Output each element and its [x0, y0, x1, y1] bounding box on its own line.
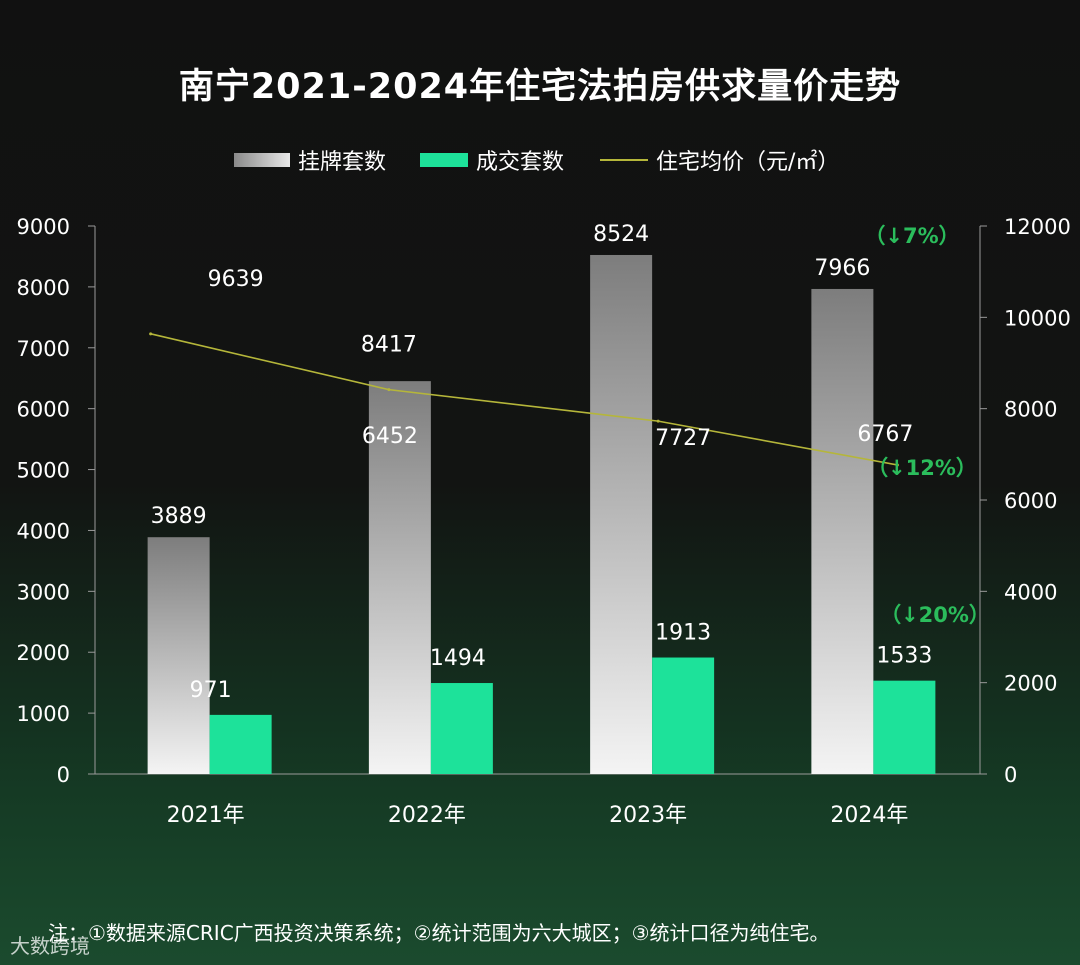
data-label-listed: 7966 — [814, 256, 870, 281]
legend-label-listed: 挂牌套数 — [298, 150, 387, 175]
watermark: 大数跨境 — [10, 934, 90, 958]
bar-deals — [209, 714, 272, 774]
bar-deals — [873, 680, 936, 774]
legend-swatch-listed — [234, 153, 290, 167]
bar-listed — [811, 288, 874, 774]
data-label-deals: 1913 — [655, 621, 711, 646]
data-label-deals: 971 — [190, 678, 232, 703]
series-line-price — [150, 333, 898, 466]
data-label-listed: 8524 — [593, 222, 649, 247]
legend: 挂牌套数 成交套数 住宅均价（元/㎡） — [0, 144, 1080, 176]
y-right-tick-label: 10000 — [1004, 306, 1071, 330]
legend-label-price: 住宅均价（元/㎡） — [656, 150, 840, 175]
legend-item-price: 住宅均价（元/㎡） — [600, 144, 839, 176]
data-label-price: 6767 — [857, 422, 913, 447]
bar-deals — [430, 683, 493, 774]
x-tick-label: 2021年 — [167, 803, 245, 828]
y-left-tick-label: 2000 — [17, 641, 70, 665]
footnote: 注：①数据来源CRIC广西投资决策系统；②统计范围为六大城区；③统计口径为纯住宅… — [48, 921, 830, 945]
point-price — [895, 463, 899, 467]
change-annotation: （↓7%） — [864, 224, 959, 248]
y-left-tick-label: 8000 — [17, 276, 70, 300]
point-price — [149, 332, 153, 336]
y-left-tick-label: 5000 — [17, 459, 70, 483]
x-tick-label: 2022年 — [388, 803, 466, 828]
change-annotation: （↓20%） — [880, 603, 990, 627]
legend-item-listed: 挂牌套数 — [234, 144, 386, 176]
y-left-tick-label: 4000 — [17, 519, 70, 543]
y-right-tick-label: 8000 — [1004, 398, 1057, 422]
data-label-deals: 1494 — [430, 646, 486, 671]
point-price — [387, 388, 391, 392]
data-label-listed: 6452 — [362, 424, 418, 449]
change-annotation: （↓12%） — [867, 456, 977, 480]
y-right-tick-label: 0 — [1004, 763, 1017, 787]
data-label-listed: 3889 — [151, 504, 207, 529]
bar-deals — [652, 657, 715, 774]
point-price — [656, 419, 660, 423]
chart-canvas: 0 1000 2000 3000 4000 5000 6000 7000 8000 9000 0 20… — [17, 215, 1071, 828]
data-label-price: 8417 — [361, 333, 417, 358]
legend-item-deals: 成交套数 — [420, 144, 564, 176]
y-left-tick-label: 1000 — [17, 702, 70, 726]
y-left-tick-label: 3000 — [17, 580, 70, 604]
y-right-tick-label: 2000 — [1004, 672, 1057, 696]
bar-listed — [590, 254, 653, 775]
data-label-deals: 1533 — [876, 644, 932, 669]
legend-swatch-price — [600, 159, 648, 161]
legend-swatch-deals — [420, 153, 468, 167]
x-tick-label: 2023年 — [609, 803, 687, 828]
chart-title: 南宁2021-2024年住宅法拍房供求量价走势 — [178, 67, 902, 107]
y-left-tick-label: 6000 — [17, 398, 70, 422]
bar-listed — [368, 381, 431, 774]
y-left-tick-label: 0 — [57, 763, 70, 787]
y-right-tick-label: 6000 — [1004, 489, 1057, 513]
y-right-tick-label: 12000 — [1004, 215, 1071, 239]
y-left-tick-label: 9000 — [17, 215, 70, 239]
y-left-tick-label: 7000 — [17, 337, 70, 361]
data-label-price: 9639 — [208, 267, 264, 292]
x-tick-label: 2024年 — [830, 803, 908, 828]
legend-label-deals: 成交套数 — [476, 150, 565, 175]
y-right-tick-label: 4000 — [1004, 580, 1057, 604]
bar-listed — [147, 537, 210, 774]
data-label-price: 7727 — [655, 426, 711, 451]
